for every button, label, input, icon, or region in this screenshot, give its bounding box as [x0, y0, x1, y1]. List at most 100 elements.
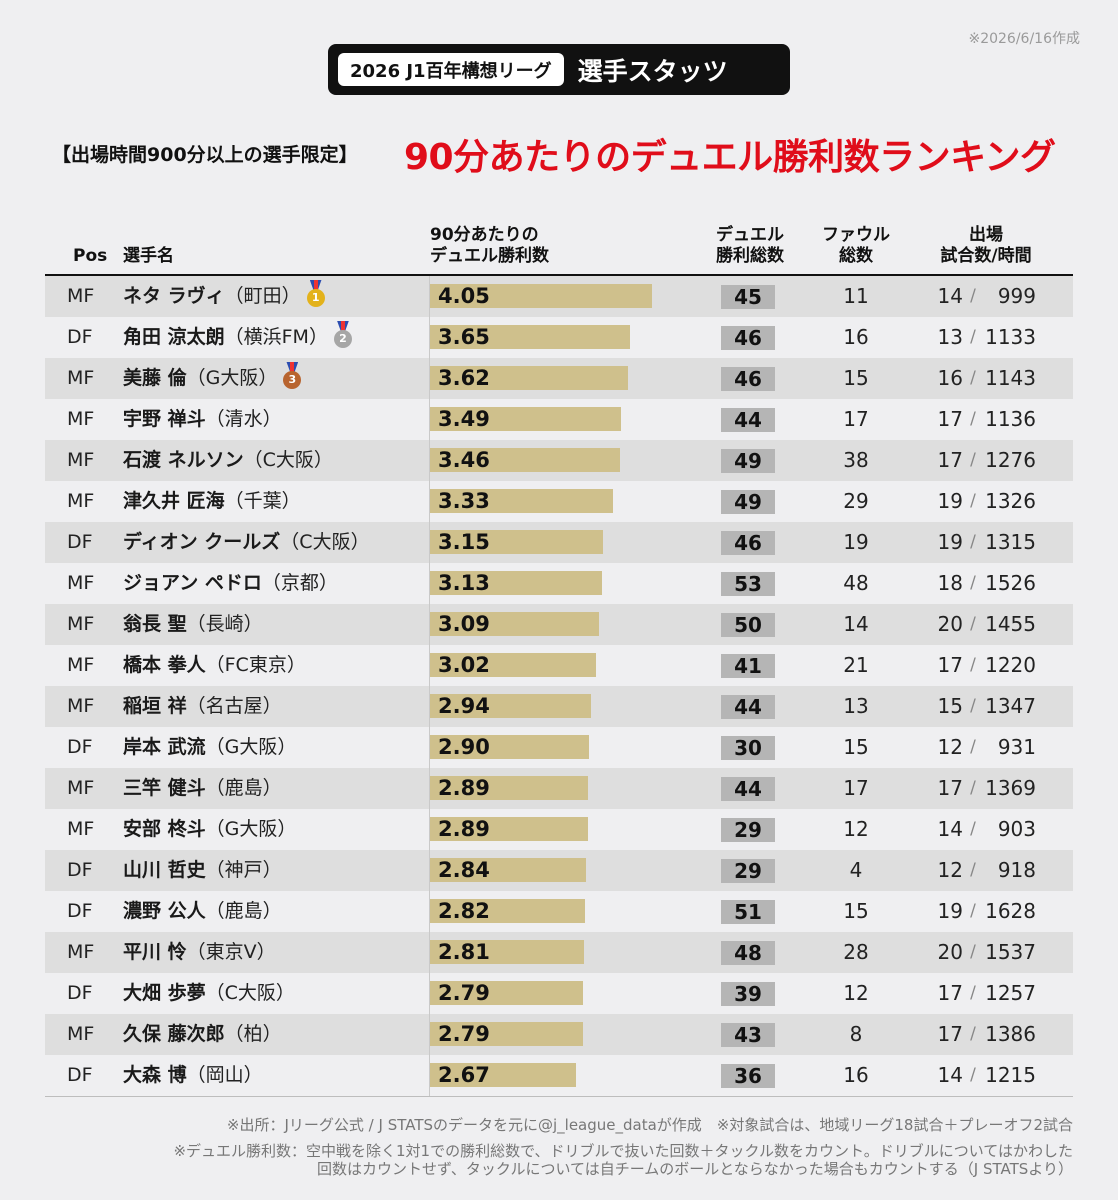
player-name-cell: 角田 涼太朗（横浜FM） 2	[123, 317, 354, 358]
position-cell: MF	[67, 777, 95, 799]
team-name: （G大阪）	[205, 818, 297, 840]
team-name: （横浜FM）	[224, 326, 328, 348]
position-cell: MF	[67, 449, 95, 471]
footnote-duel-definition-1: ※デュエル勝利数：空中戦を除く1対1での勝利総数で、ドリブルで抜いた回数＋タック…	[173, 1142, 1073, 1160]
duel-wins-cell: 41	[721, 654, 775, 678]
duel-wins-cell: 50	[721, 613, 775, 637]
position-cell: DF	[67, 326, 93, 348]
team-name: （C大阪）	[205, 982, 295, 1004]
team-name: （町田）	[224, 285, 301, 307]
rate-bar-label: 3.33	[438, 489, 490, 513]
rate-bar-label: 3.46	[438, 448, 490, 472]
rate-bar	[430, 366, 629, 390]
rate-bar-label: 2.79	[438, 981, 490, 1005]
player-name-cell: 久保 藤次郎（柏）	[123, 1014, 282, 1055]
rate-bar-label: 2.89	[438, 817, 490, 841]
minutes-cell: 1526	[985, 571, 1036, 595]
table-row: MF 橋本 拳人（FC東京） 3.02 41 21 17 / 1220	[45, 645, 1073, 686]
fouls-cell: 15	[843, 366, 869, 390]
fouls-cell: 19	[843, 530, 869, 554]
team-name: （岡山）	[186, 1064, 263, 1086]
position-cell: MF	[67, 408, 95, 430]
rate-bar-label: 2.89	[438, 776, 490, 800]
minutes-cell: 931	[997, 735, 1036, 759]
position-cell: DF	[67, 531, 93, 553]
apps-separator: /	[970, 1065, 976, 1085]
team-name: （京都）	[261, 572, 338, 594]
player-name: 濃野 公人	[123, 900, 206, 922]
player-name-cell: 宇野 禅斗（清水）	[123, 399, 282, 440]
rate-bar	[430, 817, 589, 841]
duel-wins-cell: 49	[721, 490, 775, 514]
position-cell: MF	[67, 490, 95, 512]
duel-wins-cell: 39	[721, 982, 775, 1006]
minutes-cell: 1215	[985, 1063, 1036, 1087]
rate-bar	[430, 612, 600, 636]
duel-wins-cell: 48	[721, 941, 775, 965]
duel-wins-cell: 53	[721, 572, 775, 596]
duel-wins-cell: 44	[721, 408, 775, 432]
rate-bar-label: 2.94	[438, 694, 490, 718]
duel-wins-cell: 46	[721, 367, 775, 391]
fouls-cell: 11	[843, 284, 869, 308]
col-header-duels-line1: デュエル	[716, 225, 784, 245]
minutes-cell: 1315	[985, 530, 1036, 554]
rate-bar	[430, 448, 620, 472]
duel-wins-cell: 43	[721, 1023, 775, 1047]
team-name: （清水）	[205, 408, 282, 430]
player-name-cell: 稲垣 祥（名古屋）	[123, 686, 282, 727]
position-cell: MF	[67, 367, 95, 389]
minutes-cell: 999	[997, 284, 1036, 308]
banner-title: 選手スタッツ	[577, 56, 728, 86]
apps-separator: /	[970, 860, 976, 880]
header-divider	[45, 274, 1073, 276]
creation-date-note: ※2026/6/16作成	[968, 31, 1080, 47]
player-name: ネタ ラヴィ	[123, 285, 225, 307]
appearances-cell: 12	[937, 735, 963, 759]
position-cell: MF	[67, 572, 95, 594]
rate-bar-cell: 3.09	[430, 604, 680, 645]
fouls-cell: 15	[843, 899, 869, 923]
table-row: DF 岸本 武流（G大阪） 2.90 30 15 12 / 931	[45, 727, 1073, 768]
player-name: 角田 涼太朗	[123, 326, 225, 348]
appearances-cell: 12	[937, 858, 963, 882]
fouls-cell: 48	[843, 571, 869, 595]
fouls-cell: 8	[849, 1022, 863, 1046]
fouls-cell: 16	[843, 325, 869, 349]
position-cell: MF	[67, 613, 95, 635]
rate-bar-cell: 2.89	[430, 768, 680, 809]
rate-bar-cell: 3.65	[430, 317, 680, 358]
team-name: （東京V）	[186, 941, 276, 963]
team-name: （鹿島）	[205, 900, 282, 922]
table-row: MF 平川 怜（東京V） 2.81 48 28 20 / 1537	[45, 932, 1073, 973]
player-name-cell: 岸本 武流（G大阪）	[123, 727, 296, 768]
minutes-cell: 918	[997, 858, 1036, 882]
duel-wins-cell: 30	[721, 736, 775, 760]
rate-bar	[430, 776, 589, 800]
fouls-cell: 17	[843, 407, 869, 431]
table-row: DF 角田 涼太朗（横浜FM） 2 3.65 46 16 13 / 1133	[45, 317, 1073, 358]
team-name: （C大阪）	[243, 449, 333, 471]
rate-bar	[430, 407, 622, 431]
apps-separator: /	[970, 942, 976, 962]
bronze-medal-icon: 3	[281, 361, 303, 392]
position-cell: MF	[67, 818, 95, 840]
player-name: 翁長 聖	[123, 613, 187, 635]
fouls-cell: 29	[843, 489, 869, 513]
rate-bar	[430, 571, 602, 595]
player-name-cell: 山川 哲史（神戸）	[123, 850, 282, 891]
appearances-cell: 16	[937, 366, 963, 390]
table-row: DF 大森 博（岡山） 2.67 36 16 14 / 1215	[45, 1055, 1073, 1096]
duel-wins-cell: 44	[721, 777, 775, 801]
player-name: 安部 柊斗	[123, 818, 206, 840]
minutes-cell: 1537	[985, 940, 1036, 964]
player-name: 久保 藤次郎	[123, 1023, 225, 1045]
duel-wins-cell: 51	[721, 900, 775, 924]
apps-separator: /	[970, 614, 976, 634]
rate-bar-label: 2.82	[438, 899, 490, 923]
player-name: 津久井 匠海	[123, 490, 225, 512]
rate-bar-cell: 3.46	[430, 440, 680, 481]
player-name: 稲垣 祥	[123, 695, 187, 717]
rate-bar-cell: 2.89	[430, 809, 680, 850]
table-row: MF 宇野 禅斗（清水） 3.49 44 17 17 / 1136	[45, 399, 1073, 440]
